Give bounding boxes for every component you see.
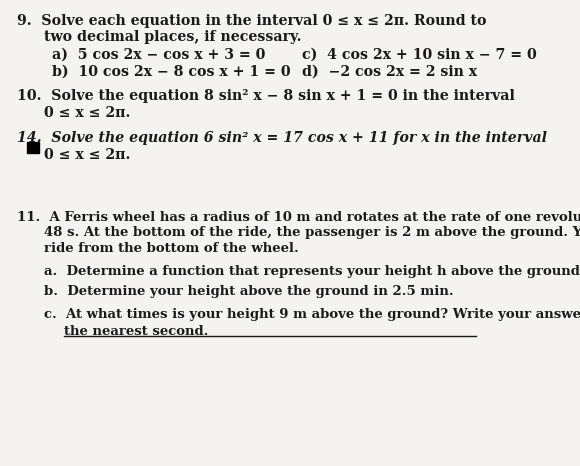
- Text: 11.  A Ferris wheel has a radius of 10 m and rotates at the rate of one revoluti: 11. A Ferris wheel has a radius of 10 m …: [17, 211, 580, 224]
- Text: 48 s. At the bottom of the ride, the passenger is 2 m above the ground. You star: 48 s. At the bottom of the ride, the pas…: [44, 226, 580, 240]
- Text: 9.  Solve each equation in the interval 0 ≤ x ≤ 2π. Round to: 9. Solve each equation in the interval 0…: [17, 14, 487, 28]
- Text: 0 ≤ x ≤ 2π.: 0 ≤ x ≤ 2π.: [44, 148, 130, 162]
- Text: a)  5 cos 2x − cos x + 3 = 0: a) 5 cos 2x − cos x + 3 = 0: [52, 48, 266, 62]
- Text: a.  Determine a function that represents your height h above the ground at any t: a. Determine a function that represents …: [44, 265, 580, 278]
- Text: 0 ≤ x ≤ 2π.: 0 ≤ x ≤ 2π.: [44, 106, 130, 120]
- Text: c)  4 cos 2x + 10 sin x − 7 = 0: c) 4 cos 2x + 10 sin x − 7 = 0: [302, 48, 536, 62]
- Text: two decimal places, if necessary.: two decimal places, if necessary.: [44, 30, 301, 44]
- Text: 10.  Solve the equation 8 sin² x − 8 sin x + 1 = 0 in the interval: 10. Solve the equation 8 sin² x − 8 sin …: [17, 89, 515, 103]
- Text: ride from the bottom of the wheel.: ride from the bottom of the wheel.: [44, 242, 298, 255]
- Text: 14.  Solve the equation 6 sin² x = 17 cos x + 11 for x in the interval: 14. Solve the equation 6 sin² x = 17 cos…: [17, 131, 548, 145]
- Text: the nearest second.: the nearest second.: [64, 325, 208, 338]
- Text: d)  −2 cos 2x = 2 sin x: d) −2 cos 2x = 2 sin x: [302, 64, 477, 78]
- Text: b.  Determine your height above the ground in 2.5 min.: b. Determine your height above the groun…: [44, 285, 453, 298]
- Text: b)  10 cos 2x − 8 cos x + 1 = 0: b) 10 cos 2x − 8 cos x + 1 = 0: [52, 64, 291, 78]
- FancyBboxPatch shape: [27, 142, 39, 153]
- Text: c.  At what times is your height 9 m above the ground? Write your answer correct: c. At what times is your height 9 m abov…: [44, 308, 580, 322]
